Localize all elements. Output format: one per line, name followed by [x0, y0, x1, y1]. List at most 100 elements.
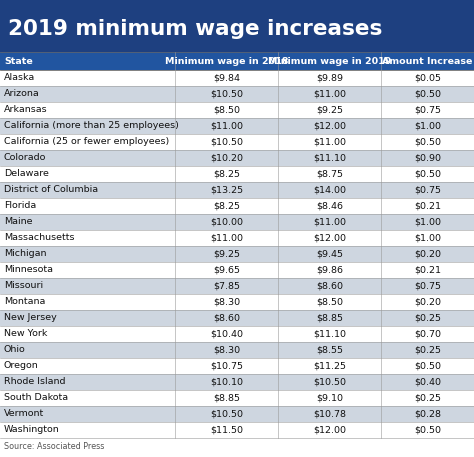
- Text: $11.10: $11.10: [313, 329, 346, 339]
- Text: $0.50: $0.50: [414, 361, 441, 371]
- Bar: [0, 182, 474, 198]
- Text: $11.25: $11.25: [313, 361, 346, 371]
- Bar: [0, 166, 474, 182]
- Text: $10.78: $10.78: [313, 409, 346, 419]
- Text: $11.00: $11.00: [210, 122, 243, 131]
- Text: $1.00: $1.00: [414, 218, 441, 227]
- Text: $0.50: $0.50: [414, 170, 441, 179]
- Text: $8.85: $8.85: [213, 393, 240, 403]
- Text: $13.25: $13.25: [210, 186, 243, 195]
- Text: $0.50: $0.50: [414, 138, 441, 147]
- Bar: [0, 358, 474, 374]
- Text: $0.25: $0.25: [414, 345, 441, 355]
- Bar: [0, 198, 474, 214]
- Text: $11.10: $11.10: [313, 154, 346, 163]
- Text: $10.00: $10.00: [210, 218, 243, 227]
- Text: District of Columbia: District of Columbia: [4, 186, 98, 195]
- Text: $9.45: $9.45: [316, 250, 343, 259]
- Text: $0.75: $0.75: [414, 106, 441, 115]
- Text: $0.50: $0.50: [414, 425, 441, 435]
- Text: $8.30: $8.30: [213, 298, 240, 307]
- Bar: [0, 342, 474, 358]
- Bar: [0, 390, 474, 406]
- Bar: [0, 0, 474, 52]
- Text: $11.00: $11.00: [313, 218, 346, 227]
- Bar: [0, 262, 474, 278]
- Text: Ohio: Ohio: [4, 345, 26, 355]
- Text: $10.40: $10.40: [210, 329, 243, 339]
- Text: $8.25: $8.25: [213, 202, 240, 211]
- Text: Delaware: Delaware: [4, 170, 49, 179]
- Text: $9.10: $9.10: [316, 393, 343, 403]
- Text: $10.10: $10.10: [210, 377, 243, 387]
- Text: $8.85: $8.85: [316, 314, 343, 323]
- Text: $0.70: $0.70: [414, 329, 441, 339]
- Bar: [0, 52, 474, 70]
- Text: $10.50: $10.50: [313, 377, 346, 387]
- Text: Michigan: Michigan: [4, 250, 46, 259]
- Text: $11.00: $11.00: [210, 234, 243, 243]
- Bar: [0, 70, 474, 86]
- Text: Maine: Maine: [4, 218, 33, 227]
- Text: New York: New York: [4, 329, 47, 339]
- Bar: [0, 86, 474, 102]
- Text: $8.50: $8.50: [316, 298, 343, 307]
- Text: $0.25: $0.25: [414, 314, 441, 323]
- Bar: [0, 294, 474, 310]
- Bar: [0, 134, 474, 150]
- Bar: [0, 118, 474, 134]
- Bar: [0, 310, 474, 326]
- Text: Rhode Island: Rhode Island: [4, 377, 65, 387]
- Bar: [0, 326, 474, 342]
- Text: Arizona: Arizona: [4, 90, 40, 99]
- Text: Source: Associated Press: Source: Associated Press: [4, 442, 104, 451]
- Text: $0.21: $0.21: [414, 202, 441, 211]
- Text: $10.20: $10.20: [210, 154, 243, 163]
- Bar: [0, 374, 474, 390]
- Text: $8.30: $8.30: [213, 345, 240, 355]
- Text: $0.50: $0.50: [414, 90, 441, 99]
- Text: $8.25: $8.25: [213, 170, 240, 179]
- Text: $0.05: $0.05: [414, 74, 441, 83]
- Text: $8.46: $8.46: [316, 202, 343, 211]
- Bar: [0, 246, 474, 262]
- Text: Amount Increase: Amount Increase: [383, 57, 473, 65]
- Text: $10.50: $10.50: [210, 409, 243, 419]
- Text: $11.50: $11.50: [210, 425, 243, 435]
- Text: Minimum wage in 2018: Minimum wage in 2018: [165, 57, 288, 65]
- Text: South Dakota: South Dakota: [4, 393, 68, 403]
- Bar: [0, 102, 474, 118]
- Bar: [0, 278, 474, 294]
- Text: $9.25: $9.25: [316, 106, 343, 115]
- Text: $11.00: $11.00: [313, 138, 346, 147]
- Text: $0.75: $0.75: [414, 282, 441, 291]
- Bar: [0, 406, 474, 422]
- Text: $7.85: $7.85: [213, 282, 240, 291]
- Text: $9.84: $9.84: [213, 74, 240, 83]
- Text: $0.20: $0.20: [414, 250, 441, 259]
- Text: $14.00: $14.00: [313, 186, 346, 195]
- Text: $10.50: $10.50: [210, 90, 243, 99]
- Text: Missouri: Missouri: [4, 282, 43, 291]
- Bar: [0, 214, 474, 230]
- Text: $12.00: $12.00: [313, 234, 346, 243]
- Text: $12.00: $12.00: [313, 425, 346, 435]
- Text: Vermont: Vermont: [4, 409, 44, 419]
- Text: $9.25: $9.25: [213, 250, 240, 259]
- Text: California (25 or fewer employees): California (25 or fewer employees): [4, 138, 169, 147]
- Bar: [0, 150, 474, 166]
- Text: $8.60: $8.60: [316, 282, 343, 291]
- Text: $9.86: $9.86: [316, 266, 343, 275]
- Text: $8.60: $8.60: [213, 314, 240, 323]
- Text: $0.25: $0.25: [414, 393, 441, 403]
- Text: Arkansas: Arkansas: [4, 106, 47, 115]
- Text: Minnesota: Minnesota: [4, 266, 53, 275]
- Text: Washington: Washington: [4, 425, 60, 435]
- Text: Oregon: Oregon: [4, 361, 39, 371]
- Text: $9.89: $9.89: [316, 74, 343, 83]
- Text: $9.65: $9.65: [213, 266, 240, 275]
- Text: $12.00: $12.00: [313, 122, 346, 131]
- Text: Alaska: Alaska: [4, 74, 35, 83]
- Text: $10.75: $10.75: [210, 361, 243, 371]
- Text: $8.55: $8.55: [316, 345, 343, 355]
